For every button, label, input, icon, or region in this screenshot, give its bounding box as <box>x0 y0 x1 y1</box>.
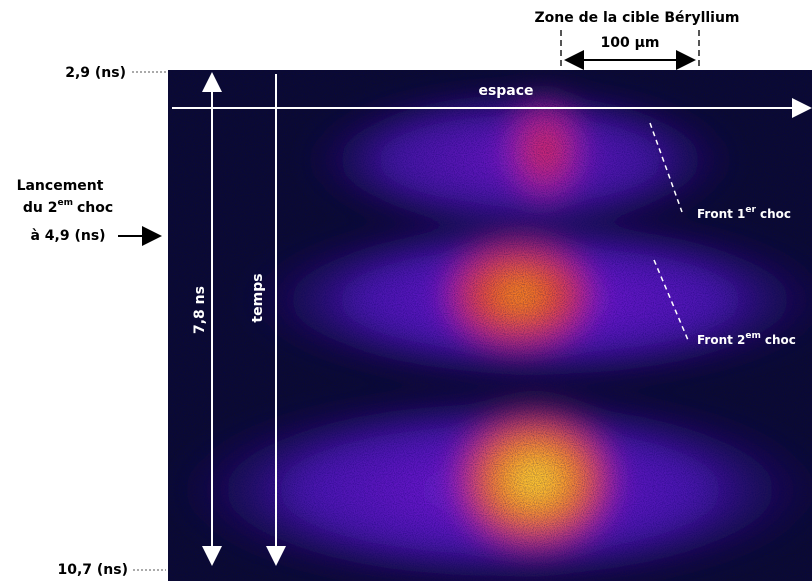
front2-label: Front 2em choc <box>697 331 796 347</box>
duration-label: 7,8 ns <box>192 286 208 334</box>
front1-label: Front 1er choc <box>697 205 791 221</box>
front-line <box>649 122 683 213</box>
streak-image <box>168 70 812 581</box>
space-label: espace <box>478 83 533 99</box>
launch-line3: à 4,9 (ns) <box>30 228 105 244</box>
time-label: temps <box>250 273 266 322</box>
time-start: 2,9 (ns) <box>65 65 126 81</box>
scale-label: 100 µm <box>601 35 660 51</box>
launch-line2: du 2em choc <box>23 198 113 217</box>
front-line <box>653 259 689 341</box>
launch-line1: Lancement <box>17 178 104 194</box>
time-end: 10,7 (ns) <box>57 562 128 578</box>
target-zone: Zone de la cible Béryllium <box>534 10 739 26</box>
